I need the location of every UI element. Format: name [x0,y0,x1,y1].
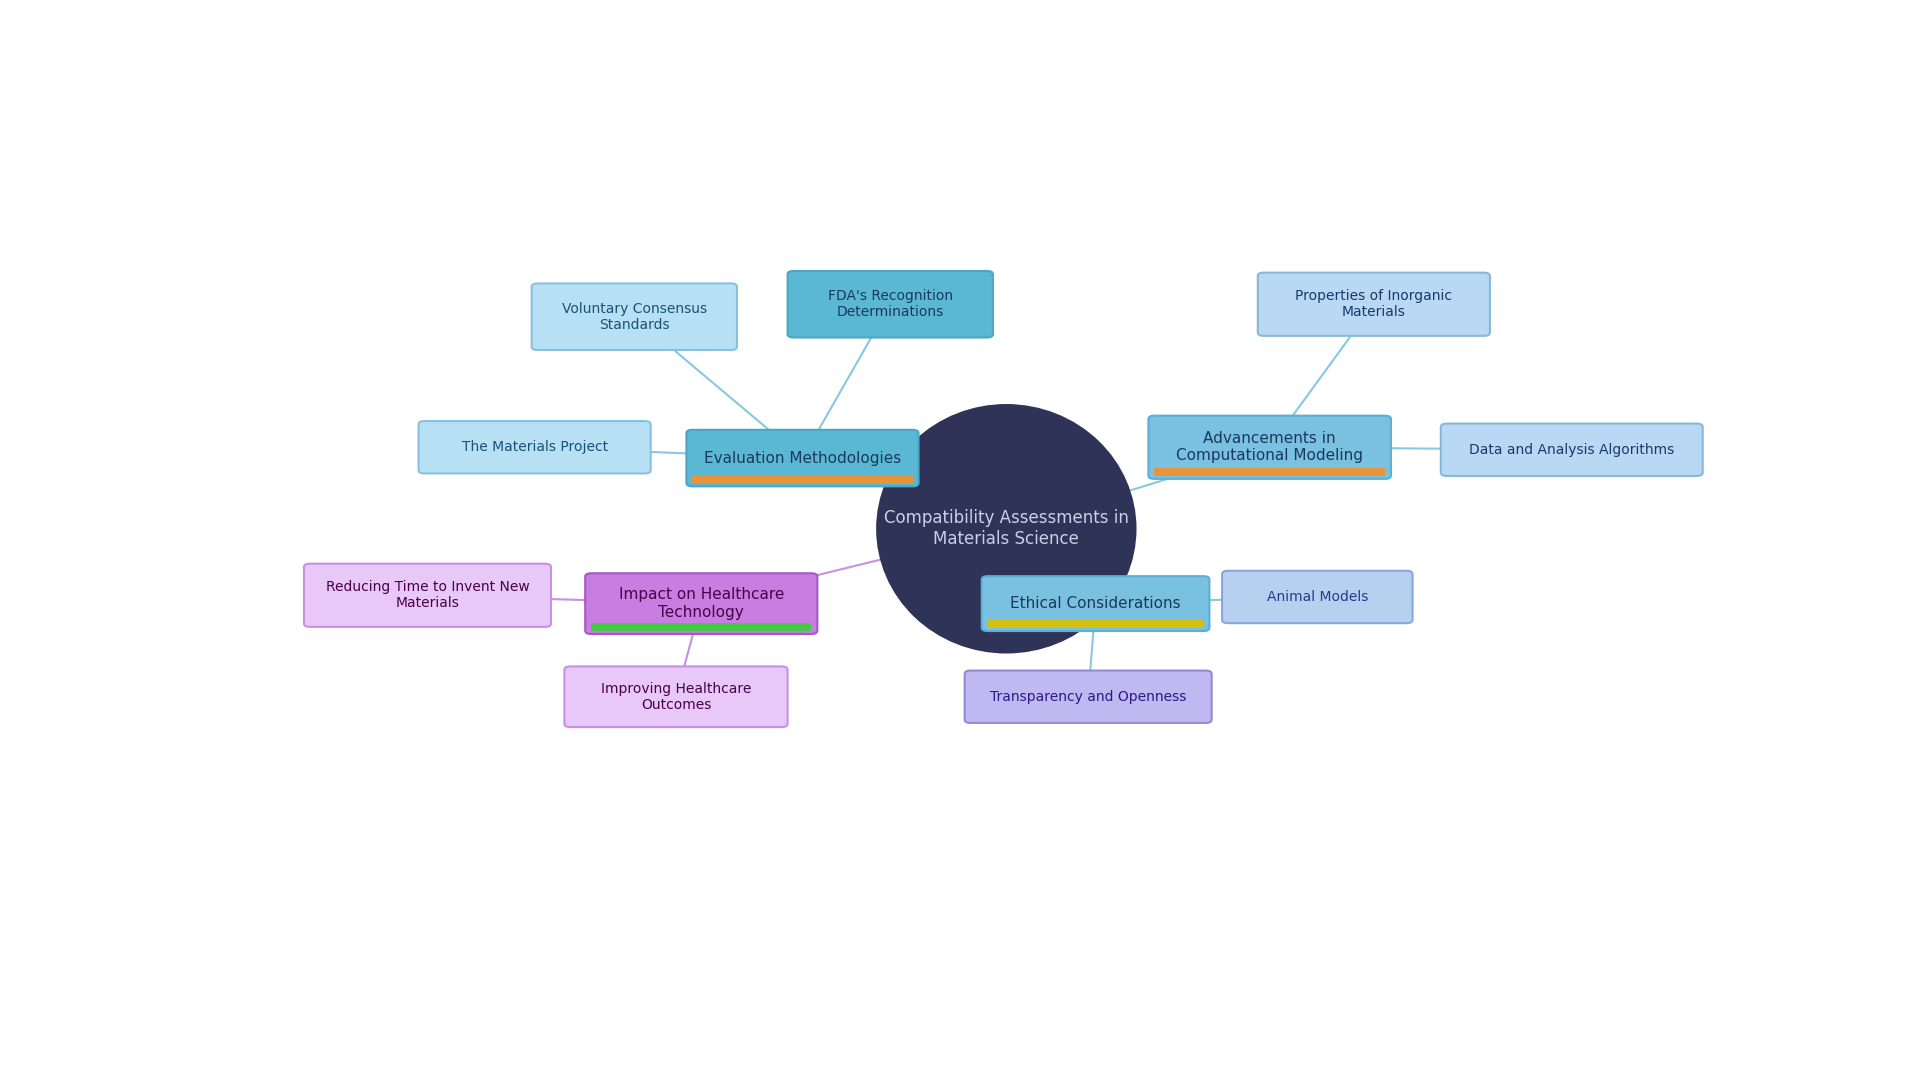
FancyBboxPatch shape [1258,272,1490,336]
FancyBboxPatch shape [1221,570,1413,623]
FancyBboxPatch shape [564,666,787,727]
Text: Data and Analysis Algorithms: Data and Analysis Algorithms [1469,443,1674,457]
FancyBboxPatch shape [787,271,993,337]
FancyBboxPatch shape [1148,416,1390,478]
Text: Transparency and Openness: Transparency and Openness [991,690,1187,704]
FancyBboxPatch shape [586,573,818,634]
Text: FDA's Recognition
Determinations: FDA's Recognition Determinations [828,289,952,320]
FancyBboxPatch shape [1154,468,1384,475]
Text: Advancements in
Computational Modeling: Advancements in Computational Modeling [1177,431,1363,463]
Text: Voluntary Consensus
Standards: Voluntary Consensus Standards [563,301,707,332]
Text: Compatibility Assessments in
Materials Science: Compatibility Assessments in Materials S… [883,510,1129,549]
Ellipse shape [876,404,1137,653]
FancyBboxPatch shape [981,576,1210,631]
Text: Reducing Time to Invent New
Materials: Reducing Time to Invent New Materials [326,580,530,610]
FancyBboxPatch shape [693,475,912,483]
Text: Evaluation Methodologies: Evaluation Methodologies [705,450,900,465]
FancyBboxPatch shape [687,430,918,486]
Text: Animal Models: Animal Models [1267,590,1367,604]
FancyBboxPatch shape [419,421,651,473]
Text: Properties of Inorganic
Materials: Properties of Inorganic Materials [1296,289,1452,320]
Text: Ethical Considerations: Ethical Considerations [1010,596,1181,611]
FancyBboxPatch shape [591,623,812,631]
Text: The Materials Project: The Materials Project [461,441,609,455]
FancyBboxPatch shape [987,620,1204,627]
FancyBboxPatch shape [303,564,551,626]
FancyBboxPatch shape [964,671,1212,723]
FancyBboxPatch shape [532,283,737,350]
Text: Impact on Healthcare
Technology: Impact on Healthcare Technology [618,588,783,620]
Text: Improving Healthcare
Outcomes: Improving Healthcare Outcomes [601,681,751,712]
FancyBboxPatch shape [1440,423,1703,476]
